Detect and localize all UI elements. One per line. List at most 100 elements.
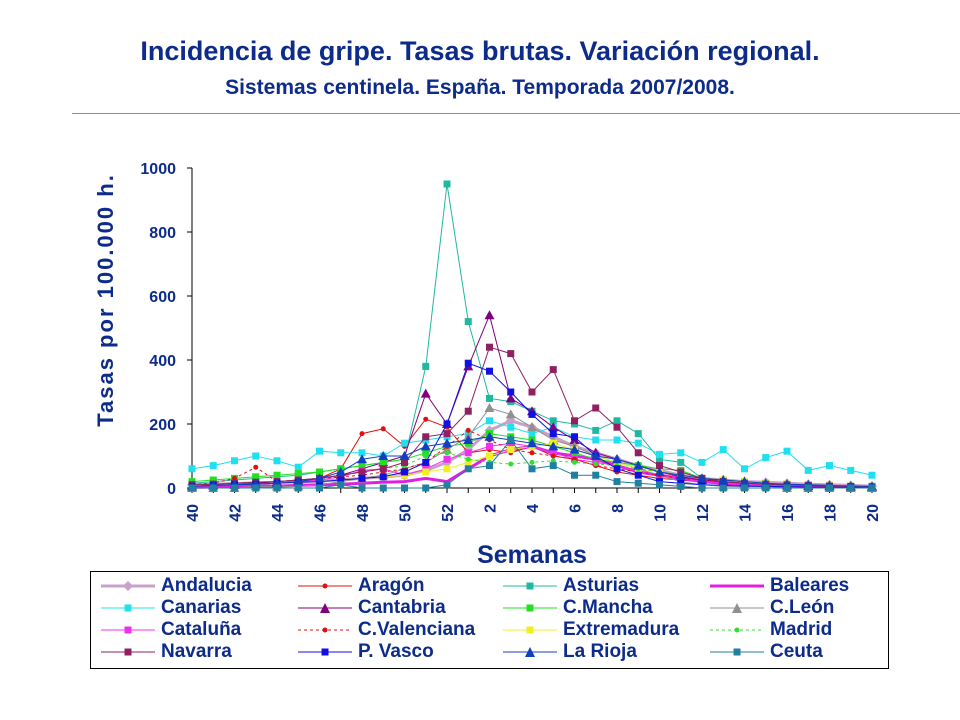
data-point-canarias [528, 430, 536, 438]
data-point-asturias [549, 417, 557, 425]
data-point-ceuta [337, 481, 345, 489]
data-point-p-vasco [486, 367, 493, 375]
x-tick-label: 12 [695, 504, 712, 522]
legend-label: P. Vasco [358, 641, 434, 662]
data-point-canarias [783, 447, 791, 455]
data-point-extremadura [486, 452, 493, 460]
data-point-canarias [188, 465, 196, 473]
legend-item: Canarias [99, 597, 241, 619]
legend-label: Canarias [161, 597, 242, 618]
legend-label: C.Valenciana [358, 619, 476, 640]
legend-swatch [710, 648, 764, 656]
data-point-asturias [464, 318, 472, 326]
data-point-canarias [719, 446, 727, 454]
data-point-canarias [868, 471, 876, 479]
data-point-madrid [550, 458, 556, 464]
legend-item: Andalucia [99, 575, 252, 597]
data-point-p-vasco [422, 458, 430, 466]
x-tick-label: 10 [653, 504, 670, 522]
x-tick-label: 40 [185, 504, 202, 522]
x-tick-label: 4 [525, 504, 542, 513]
x-tick-label: 2 [483, 504, 500, 513]
legend-item: Aragón [296, 575, 425, 597]
data-point-p-vasco [443, 420, 451, 428]
legend-item: Ceuta [708, 641, 823, 663]
data-point-arag-n [423, 416, 429, 422]
data-point-canarias [826, 462, 833, 470]
data-point-la-rioja [654, 467, 665, 476]
data-point-navarra [464, 407, 472, 415]
data-point-navarra [571, 417, 578, 425]
data-point-canarias [804, 466, 812, 474]
legend-label: Aragón [358, 575, 425, 596]
legend-item: Extremadura [501, 619, 679, 641]
data-point-c-valenciana [232, 475, 237, 481]
data-point-ceuta [592, 471, 600, 479]
data-point-madrid [593, 461, 599, 467]
data-point-la-rioja [314, 473, 325, 483]
data-point-la-rioja [633, 460, 644, 470]
legend-swatch [503, 626, 557, 634]
data-point-navarra [422, 433, 430, 441]
data-point-la-rioja [378, 451, 389, 460]
legend-label: Navarra [161, 641, 232, 662]
data-point-canarias [252, 452, 260, 460]
data-point-extremadura [464, 458, 472, 466]
chart-subtitle: Sistemas centinela. España. Temporada 20… [225, 76, 735, 99]
data-point-canarias [762, 454, 770, 462]
data-point-canarias [358, 449, 366, 457]
data-point-canarias [698, 458, 706, 466]
data-point-la-rioja [463, 435, 474, 444]
data-point-canarias [592, 436, 600, 444]
data-point-la-rioja [590, 451, 601, 460]
data-point-la-rioja [484, 431, 495, 441]
data-point-catalu-a [464, 449, 472, 457]
legend-swatch [101, 626, 155, 634]
data-point-catalu-a [443, 455, 451, 463]
data-point-c-le-n [527, 422, 537, 432]
data-point-canarias [847, 466, 855, 474]
data-point-ceuta [783, 484, 791, 492]
chart-title: Incidencia de gripe. Tasas brutas. Varia… [140, 36, 820, 66]
data-point-la-rioja [335, 467, 346, 476]
data-point-ceuta [698, 484, 706, 492]
data-point-asturias [656, 455, 663, 463]
data-point-p-vasco [634, 471, 642, 479]
legend-swatch [101, 604, 155, 612]
x-tick-label: 16 [780, 504, 797, 522]
legend-swatch [298, 627, 352, 633]
x-tick-label: 42 [228, 504, 245, 522]
data-point-ceuta [634, 479, 642, 487]
legend-label: Cantabria [358, 597, 446, 618]
legend-swatch [710, 627, 764, 633]
legend-swatch [298, 603, 352, 613]
x-tick-label: 6 [568, 504, 585, 513]
data-point-asturias [486, 394, 493, 402]
data-point-asturias [422, 362, 430, 370]
data-point-ceuta [422, 484, 430, 492]
data-point-c-valenciana [529, 450, 535, 456]
chart-legend: Andalucia Aragón Asturias Baleares Canarias C… [90, 571, 889, 669]
data-point-c-mancha [252, 473, 260, 481]
data-point-la-rioja [675, 470, 686, 480]
data-point-c-mancha [294, 470, 302, 478]
legend-item: Asturias [501, 575, 639, 597]
legend-swatch [503, 647, 557, 657]
data-point-navarra [528, 388, 536, 396]
data-point-ceuta [656, 481, 663, 489]
legend-label: Madrid [770, 619, 833, 640]
legend-item: Navarra [99, 641, 232, 663]
data-point-canarias [741, 465, 748, 473]
data-point-ceuta [252, 484, 260, 492]
y-tick-label: 600 [149, 289, 176, 306]
data-point-canarias [486, 417, 493, 425]
data-point-ceuta [613, 478, 621, 486]
data-point-canarias [209, 462, 217, 470]
data-point-arag-n [380, 426, 386, 432]
legend-item: La Rioja [501, 641, 637, 663]
data-point-cantabria [548, 422, 559, 432]
y-axis-label: Tasas por 100.000 h. [93, 173, 118, 427]
data-point-la-rioja [697, 473, 707, 483]
legend-label: Asturias [563, 575, 640, 596]
